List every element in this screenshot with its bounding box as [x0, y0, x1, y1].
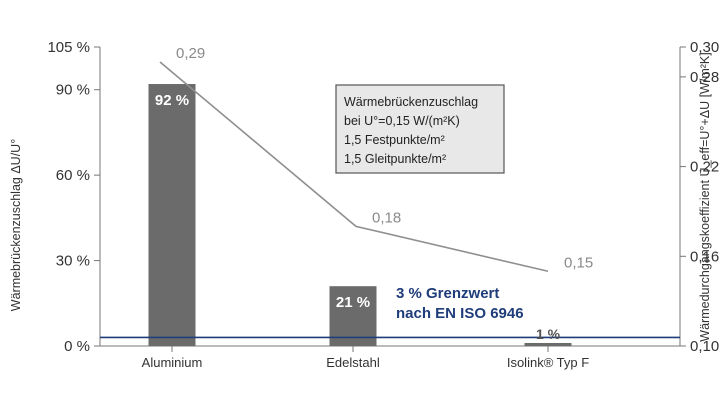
bar-value-label: 21 % — [336, 294, 370, 311]
line-point-label: 0,29 — [176, 45, 205, 62]
bar — [148, 84, 196, 347]
bars-layer — [148, 84, 572, 347]
bar-value-label: 1 % — [536, 326, 561, 342]
y-left-tick-label: 105 % — [47, 39, 90, 56]
y-right-tick-label: 0,10 — [690, 338, 719, 355]
line-point-label: 0,15 — [564, 254, 593, 271]
y-left-tick-label: 0 % — [64, 338, 90, 355]
line-series — [159, 61, 549, 273]
y-right-tick-label: 0,30 — [690, 39, 719, 56]
bar — [524, 343, 572, 346]
annotation-line-4: 1,5 Gleitpunkte/m² — [344, 152, 446, 166]
reference-line-label-1: 3 % Grenzwert — [396, 285, 499, 302]
annotation-line-3: 1,5 Festpunkte/m² — [344, 133, 445, 147]
annotation-line-1: Wärmebrückenzuschlag — [344, 95, 478, 109]
annotation-line-2: bei U°=0,15 W/(m²K) — [344, 114, 460, 128]
y-right-tick-label: 0,16 — [690, 248, 719, 265]
y-left-tick-label: 30 % — [56, 253, 90, 270]
y-right-axis-title: Wärmedurchgangskoeffizient U_eff=U°+ΔU [… — [698, 52, 712, 341]
y-left-tick-label: 90 % — [56, 82, 90, 99]
line-point-label: 0,18 — [372, 209, 401, 226]
annotation-box: Wärmebrückenzuschlag bei U°=0,15 W/(m²K)… — [335, 84, 505, 174]
line-layer — [100, 61, 680, 339]
bar-value-label: 92 % — [155, 92, 189, 109]
y-right-tick-label: 0,22 — [690, 159, 719, 176]
x-category-label: Isolink® Typ F — [507, 355, 589, 370]
labels-layer: 92 % 21 % 1 % 0,29 0,18 0,15 — [155, 45, 593, 342]
y-left-axis-title: Wärmebrückenzuschlag ΔU/U° — [9, 139, 23, 311]
bar — [329, 286, 377, 346]
x-category-label: Aluminium — [142, 355, 203, 370]
x-category-label: Edelstahl — [326, 355, 380, 370]
reference-line-label-2: nach EN ISO 6946 — [396, 305, 524, 322]
axes-layer: 0 % 30 % 60 % 90 % 105 % 0,10 0,16 0,22 0,28 0,30… — [47, 39, 719, 370]
y-right-tick-label: 0,28 — [690, 69, 719, 86]
y-left-tick-label: 60 % — [56, 167, 90, 184]
